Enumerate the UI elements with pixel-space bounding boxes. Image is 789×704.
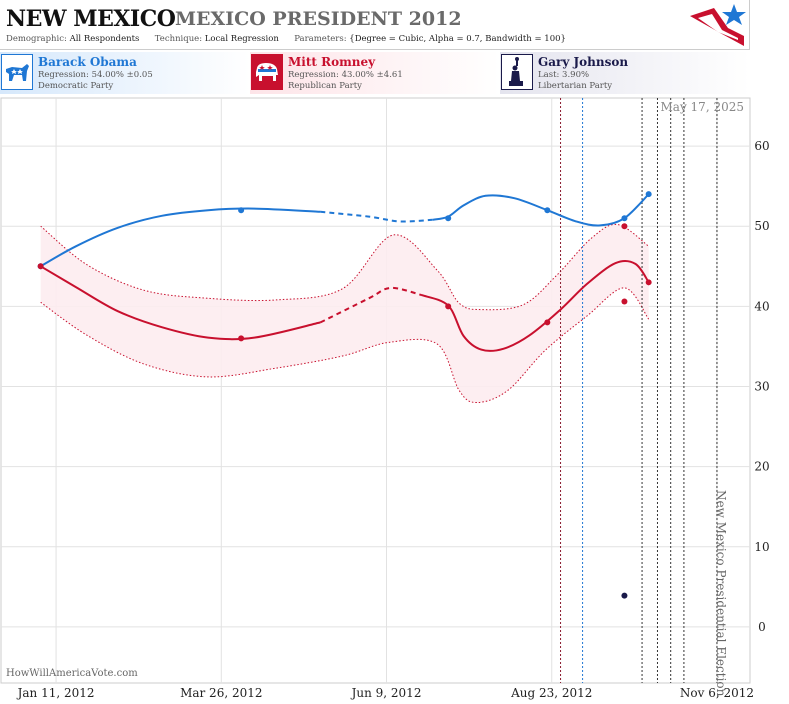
y-tick-label: 20 — [754, 460, 769, 474]
johnson-poll-point[interactable] — [621, 592, 628, 599]
candidate-name: Gary Johnson — [538, 55, 629, 69]
candidate-party: Republican Party — [288, 81, 362, 91]
y-tick-label: 30 — [754, 379, 769, 393]
obama-trend-line — [432, 193, 650, 227]
candidate-card-romney[interactable]: Mitt Romney Regression: 43.00% ±4.61 Rep… — [250, 52, 500, 94]
y-tick-label: 10 — [754, 540, 769, 554]
candidate-name: Barack Obama — [38, 55, 137, 69]
candidate-card-johnson[interactable]: Gary Johnson Last: 3.90% Libertarian Par… — [500, 52, 750, 94]
obama-poll-point[interactable] — [621, 215, 628, 222]
romney-poll-point[interactable] — [238, 335, 245, 342]
candidate-party: Libertarian Party — [538, 81, 613, 91]
y-tick-label: 50 — [754, 219, 769, 233]
x-tick-label: Aug 23, 2012 — [510, 686, 592, 700]
candidate-party: Democratic Party — [38, 81, 114, 91]
romney-trend-line — [40, 265, 321, 341]
romney-poll-point[interactable] — [445, 303, 452, 310]
romney-poll-point[interactable] — [621, 298, 628, 305]
x-tick-label: Nov 6, 2012 — [680, 686, 754, 700]
romney-trend-line — [421, 260, 650, 352]
candidate-bar: Barack Obama Regression: 54.00% ±0.05 De… — [0, 52, 789, 94]
romney-poll-point[interactable] — [645, 279, 652, 286]
race-title: MEXICO PRESIDENT 2012 — [175, 8, 462, 30]
election-label: New Mexico Presidential Election — [714, 490, 728, 697]
site-watermark[interactable]: HowWillAmericaVote.com — [6, 668, 138, 679]
donkey-icon — [1, 54, 33, 90]
obama-trend-line — [40, 207, 321, 268]
romney-poll-point[interactable] — [544, 319, 551, 326]
romney-band-upper — [40, 223, 649, 311]
obama-poll-point[interactable] — [645, 191, 652, 198]
obama-trend-gap — [320, 210, 433, 223]
plot-frame — [0, 97, 751, 684]
candidate-stat: Regression: 54.00% ±0.05 — [38, 70, 153, 80]
demographic-label: Demographic: — [6, 34, 67, 44]
obama-poll-point[interactable] — [238, 207, 245, 214]
technique-label: Technique: — [154, 34, 203, 44]
candidate-stat: Last: 3.90% — [538, 70, 590, 80]
y-tick-label: 60 — [754, 139, 769, 153]
obama-poll-point[interactable] — [544, 207, 551, 214]
y-tick-label: 0 — [758, 620, 766, 634]
poll-chart: 0 10 20 30 40 50 60 Jan 11, 2012 Mar 26, 2012 Ju… — [0, 97, 770, 700]
state-title: NEW MEXICO — [6, 6, 176, 32]
romney-poll-point[interactable] — [621, 223, 628, 230]
x-tick-label: Jun 9, 2012 — [350, 686, 422, 700]
y-tick-label: 40 — [754, 299, 769, 313]
candidate-stat: Regression: 43.00% ±4.61 — [288, 70, 403, 80]
parameters-label: Parameters: — [294, 34, 347, 44]
x-tick-label: Mar 26, 2012 — [180, 686, 262, 700]
parameters-value: {Degree = Cubic, Alpha = 0.7, Bandwidth … — [349, 34, 566, 44]
candidate-name: Mitt Romney — [288, 55, 376, 69]
candidate-card-obama[interactable]: Barack Obama Regression: 54.00% ±0.05 De… — [0, 52, 250, 94]
statue-of-liberty-icon — [501, 54, 533, 90]
elephant-icon — [251, 54, 283, 90]
romney-confidence-band — [40, 224, 649, 403]
parameters-line: Demographic: All Respondents Technique: … — [6, 34, 566, 44]
demographic-value: All Respondents — [69, 34, 140, 44]
obama-poll-point[interactable] — [445, 215, 452, 222]
site-logo-icon[interactable] — [688, 2, 750, 50]
chart-header: NEW MEXICO MEXICO PRESIDENT 2012 Demogra… — [0, 0, 750, 50]
x-tick-label: Jan 11, 2012 — [16, 686, 95, 700]
date-stamp: May 17, 2025 — [661, 100, 744, 114]
technique-value: Local Regression — [204, 34, 279, 44]
romney-poll-point[interactable] — [37, 263, 44, 270]
